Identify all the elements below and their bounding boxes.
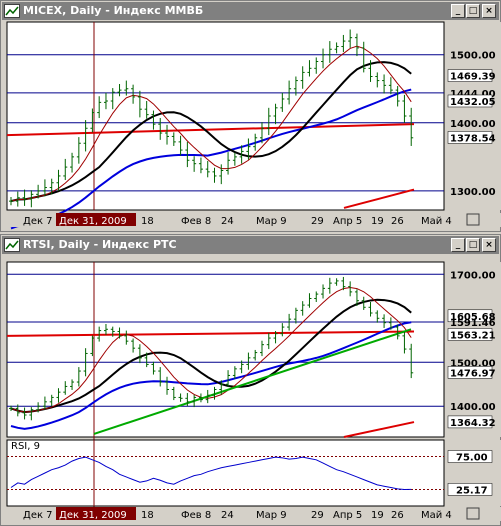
rsi-marker-box <box>447 450 493 463</box>
x-axis-label: Мар 9 <box>256 510 287 521</box>
y-axis-label: 1364.32 <box>450 418 496 429</box>
price-axis <box>445 262 501 437</box>
rsi-axis-label: 25.17 <box>456 485 488 496</box>
x-axis-label: Апр 5 <box>333 510 362 521</box>
price-marker-box <box>447 309 493 323</box>
chart-icon <box>4 238 20 252</box>
dark-red-moving-average <box>10 45 412 202</box>
y-axis-label: 1400.00 <box>450 402 496 413</box>
cursor-date-box <box>56 507 136 520</box>
x-axis-label: 29 <box>311 216 324 227</box>
x-axis-label: 24 <box>221 510 234 521</box>
x-axis-label: 26 <box>391 216 404 227</box>
price-marker-box <box>447 94 493 108</box>
price-marker-box <box>447 328 493 341</box>
y-axis-label: 1500.00 <box>450 358 496 369</box>
rtsi-title-bar[interactable]: RTSI, Daily - Индекс РТС _ □ × <box>2 236 499 254</box>
red-horizontal-ma <box>6 330 415 337</box>
micex-chart-window[interactable]: MICEX, Daily - Индекс ММВБ _ □ × 1500.00… <box>0 0 501 232</box>
x-axis-label: Дек 7 <box>23 510 53 521</box>
rsi-line <box>10 456 412 491</box>
price-axis <box>445 22 501 210</box>
plot-area[interactable] <box>6 261 445 438</box>
x-axis-label: 26 <box>391 510 404 521</box>
x-axis-label: Мар 9 <box>256 216 287 227</box>
price-marker-box <box>447 366 493 379</box>
x-axis-label: Май 4 <box>421 216 452 227</box>
black-moving-average <box>10 298 412 414</box>
rsi-panel[interactable] <box>6 439 445 507</box>
maximize-button[interactable]: □ <box>466 4 480 18</box>
y-axis-label: 1563.21 <box>450 330 496 341</box>
price-marker-box <box>447 415 493 429</box>
x-axis-label: Май 4 <box>421 510 452 521</box>
red-horizontal-ma <box>6 123 415 137</box>
rsi-title: RSI, 9 <box>11 441 40 452</box>
rsi-marker-box <box>447 483 493 496</box>
cursor-date-label: Дек 31, 2009 <box>59 216 127 227</box>
x-axis-label: Фев 8 <box>181 510 211 521</box>
dark-red-moving-average <box>10 286 412 413</box>
cursor-date-box <box>56 213 136 226</box>
y-axis-label: 1700.00 <box>450 270 496 281</box>
rtsi-title: RTSI, Daily - Индекс РТС <box>23 238 177 251</box>
red-rising-ma <box>343 421 415 438</box>
y-axis-label: 1605.68 <box>450 312 496 323</box>
y-axis-label: 1500.00 <box>450 51 496 62</box>
x-axis-label: Дек 7 <box>23 216 53 227</box>
minimize-button[interactable]: _ <box>451 4 465 18</box>
y-axis-label: 1591.46 <box>450 318 496 329</box>
green-trend-line <box>93 328 412 435</box>
y-axis-label: 1476.97 <box>450 368 496 379</box>
price-marker-box <box>447 131 493 144</box>
red-rising-ma <box>343 188 415 209</box>
chart-icon <box>4 4 20 18</box>
black-moving-average <box>10 61 412 203</box>
rtsi-chart-window[interactable]: RTSI, Daily - Индекс РТС _ □ × 1700.00 16… <box>0 234 501 526</box>
x-axis-label: Апр 5 <box>333 216 362 227</box>
blue-moving-average <box>10 88 412 230</box>
x-axis-label: 18 <box>141 510 154 521</box>
y-axis-label: 1432.05 <box>450 97 496 108</box>
cursor-date-label: Дек 31, 2009 <box>59 510 127 521</box>
y-axis-label: 1400.00 <box>450 119 496 130</box>
micex-title: MICEX, Daily - Индекс ММВБ <box>23 4 204 17</box>
blue-moving-average <box>10 321 412 430</box>
rsi-axis-label: 75.00 <box>456 453 488 464</box>
x-axis-label: 19 <box>371 510 384 521</box>
minimize-button[interactable]: _ <box>451 238 465 252</box>
maximize-button[interactable]: □ <box>466 238 480 252</box>
close-button[interactable]: × <box>482 238 496 252</box>
plot-area[interactable] <box>6 21 445 211</box>
x-axis-label: 18 <box>141 216 154 227</box>
close-button[interactable]: × <box>482 4 496 18</box>
y-axis-label: 1444.00 <box>450 89 496 100</box>
y-axis-label: 1300.00 <box>450 187 496 198</box>
x-axis-label: 24 <box>221 216 234 227</box>
x-axis-label: 29 <box>311 510 324 521</box>
axis-settings-icon[interactable] <box>466 213 480 226</box>
x-axis-label: 19 <box>371 216 384 227</box>
y-axis-label: 1469.39 <box>450 72 496 83</box>
axis-settings-icon[interactable] <box>466 507 480 520</box>
y-axis-label: 1378.54 <box>450 133 496 144</box>
x-axis-label: Фев 8 <box>181 216 211 227</box>
price-marker-box <box>447 69 493 82</box>
micex-title-bar[interactable]: MICEX, Daily - Индекс ММВБ _ □ × <box>2 2 499 20</box>
